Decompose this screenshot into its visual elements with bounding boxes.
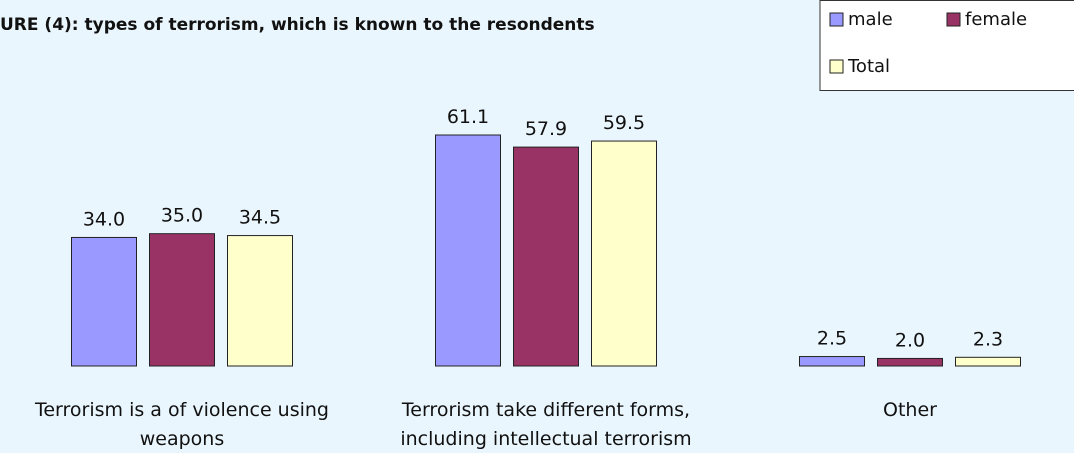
bar: [71, 236, 137, 367]
data-label: 2.3: [973, 328, 1003, 350]
legend-swatch: [829, 59, 844, 74]
bar: [955, 356, 1021, 367]
legend-swatch: [946, 12, 961, 27]
legend-swatch: [829, 12, 844, 27]
data-label: 61.1: [447, 106, 489, 128]
legend-label: male: [848, 9, 893, 30]
data-label: 57.9: [525, 118, 567, 140]
bar: [513, 146, 579, 367]
bar: [227, 235, 293, 367]
bar: [435, 134, 501, 367]
bar: [877, 357, 943, 367]
data-label: 34.5: [239, 207, 281, 229]
data-label: 35.0: [161, 205, 203, 227]
x-tick-label: Other: [883, 399, 937, 421]
bar: [591, 140, 657, 367]
x-tick-label: Terrorism take different forms, includin…: [400, 399, 692, 450]
bar: [799, 356, 865, 367]
data-label: 59.5: [603, 112, 645, 134]
legend-label: Total: [847, 56, 890, 77]
bar: [149, 233, 215, 367]
legend-label: female: [965, 9, 1027, 30]
chart-title: URE (4): types of terrorism, which is kn…: [0, 15, 595, 35]
data-label: 2.5: [817, 328, 847, 350]
data-label: 2.0: [895, 329, 925, 351]
x-tick-label: Terrorism is a of violence using weapons: [34, 399, 329, 450]
data-label: 34.0: [83, 208, 125, 230]
